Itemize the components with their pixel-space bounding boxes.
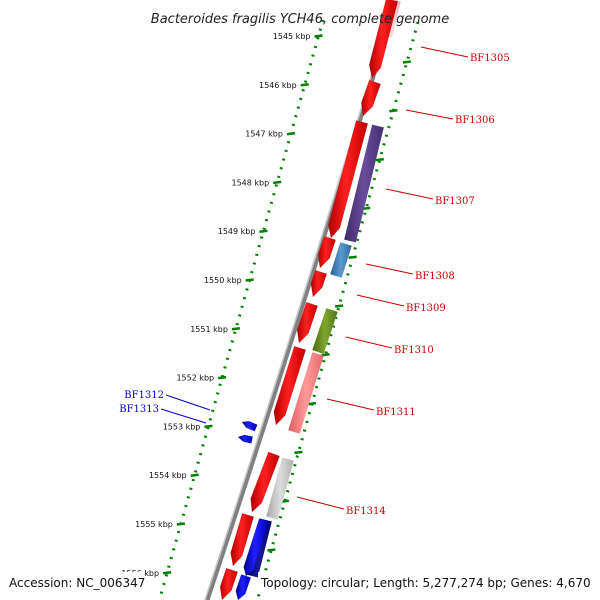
outer-tick bbox=[334, 304, 344, 308]
scale-tick bbox=[286, 131, 296, 136]
gene-arrow-blue-b bbox=[235, 574, 252, 600]
gene-arrow-bf1310 bbox=[296, 301, 319, 344]
gene-arrow-bf1314 bbox=[250, 451, 280, 513]
leader-line-bf1309 bbox=[356, 294, 405, 307]
footer-right-bg bbox=[258, 572, 594, 594]
gene-arrow-bf1312 bbox=[241, 420, 258, 432]
gene-label-bf1314: BF1314 bbox=[346, 506, 386, 517]
leader-line-bf1305 bbox=[420, 46, 469, 58]
gene-arrow-bf1315 bbox=[230, 512, 255, 567]
scale-tick bbox=[190, 473, 199, 477]
cog-bar-pink bbox=[288, 352, 324, 434]
gene-label-bf1305: BF1305 bbox=[470, 53, 510, 64]
inner-scale-dotted-line bbox=[158, 19, 325, 599]
outer-tick bbox=[307, 401, 317, 406]
leader-line-bf1306 bbox=[405, 109, 454, 120]
scale-tick bbox=[176, 522, 186, 526]
gene-label-bf1306: BF1306 bbox=[455, 115, 495, 126]
scale-tick bbox=[259, 229, 268, 233]
gene-arrow-bf1316 bbox=[219, 567, 239, 600]
gene-label-bf1308: BF1308 bbox=[415, 271, 455, 282]
genes bbox=[219, 0, 399, 600]
scale-ticks bbox=[162, 34, 323, 575]
leader-line-bf1311 bbox=[326, 398, 375, 411]
gene-arrow-bf1307 bbox=[328, 120, 369, 239]
outer-tick bbox=[321, 353, 330, 357]
leader-line-bf1308 bbox=[365, 263, 414, 275]
outer-tick bbox=[294, 450, 303, 455]
cog-bar-purple bbox=[344, 124, 384, 243]
gene-label-bf1310: BF1310 bbox=[394, 345, 434, 356]
scale-tick bbox=[273, 180, 282, 185]
leader-line-bf1310 bbox=[345, 336, 393, 349]
scale-tick bbox=[231, 327, 241, 331]
cog-bar-olive bbox=[312, 308, 338, 354]
scale-label: 1549 kbp bbox=[218, 227, 256, 236]
scale-tick bbox=[162, 571, 172, 575]
gene-arrow-blue-a bbox=[243, 518, 270, 577]
gene-label-bf1309: BF1309 bbox=[406, 303, 446, 314]
gene-label-bf1307: BF1307 bbox=[435, 196, 475, 207]
gene-arrow-bf1309 bbox=[310, 269, 328, 298]
footer-left-bg bbox=[6, 572, 144, 594]
scale-label: 1547 kbp bbox=[245, 130, 283, 139]
leader-line-bf1307 bbox=[385, 188, 434, 200]
scale-label: 1551 kbp bbox=[190, 325, 228, 334]
footer-topology: Topology: circular; Length: 5,277,274 bp… bbox=[260, 576, 591, 590]
leader-line-bf1312 bbox=[165, 394, 211, 411]
gene-label-bf1312: BF1312 bbox=[124, 390, 164, 401]
gene-label-bf1313: BF1313 bbox=[119, 404, 159, 415]
scale-tick bbox=[204, 424, 213, 429]
scale-label: 1548 kbp bbox=[231, 178, 269, 187]
leader-line-bf1313 bbox=[160, 408, 207, 424]
cog-bar-steelblue bbox=[330, 242, 352, 278]
scale-tick bbox=[245, 278, 254, 282]
map-title: Bacteroides fragilis YCH46, complete gen… bbox=[151, 12, 449, 27]
gene-labels: BF1305 BF1306 BF1307 BF1308 BF1309 BF1310 BF13… bbox=[119, 53, 510, 517]
scale-tick bbox=[300, 83, 309, 87]
scale-label: 1553 kbp bbox=[163, 422, 201, 431]
outer-dotted-line bbox=[256, 21, 420, 599]
outer-tick bbox=[389, 109, 398, 113]
scale-tick bbox=[314, 34, 323, 38]
gene-label-bf1311: BF1311 bbox=[376, 407, 416, 418]
outer-tick bbox=[375, 157, 384, 162]
outer-tick bbox=[402, 60, 412, 64]
outer-tick bbox=[348, 255, 357, 259]
scale-label: 1555 kbp bbox=[135, 520, 173, 529]
footer-accession: Accession: NC_006347 bbox=[9, 576, 145, 590]
scale-label: 1554 kbp bbox=[149, 471, 187, 480]
gene-arrow-bf1308 bbox=[317, 235, 337, 269]
outer-tick bbox=[267, 548, 276, 552]
scale-label: 1545 kbp bbox=[273, 32, 311, 41]
scale-label: 1550 kbp bbox=[204, 276, 242, 285]
scale-tick bbox=[217, 375, 227, 380]
leader-line-bf1314 bbox=[296, 496, 345, 510]
label-leaders bbox=[160, 46, 469, 510]
scale-label: 1552 kbp bbox=[176, 374, 214, 383]
gene-arrow-bf1311 bbox=[273, 345, 307, 426]
cog-bar-grey bbox=[266, 457, 294, 520]
gene-arrow-bf1313 bbox=[237, 434, 254, 444]
gene-arrow-bf1305 bbox=[368, 0, 399, 79]
gene-arrow-bf1306 bbox=[361, 79, 381, 117]
scale-label: 1546 kbp bbox=[259, 81, 297, 90]
